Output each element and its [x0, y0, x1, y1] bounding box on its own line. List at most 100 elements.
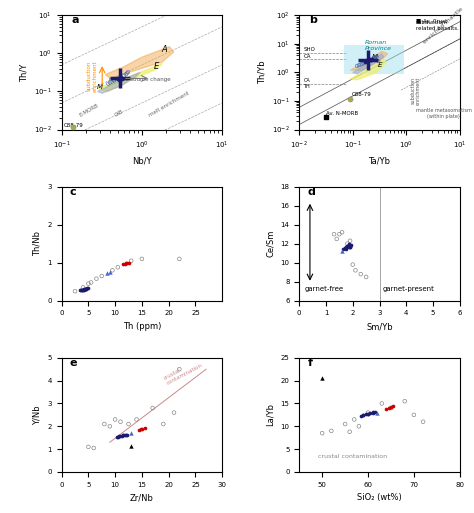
Point [125, 259, 132, 267]
Text: CA: CA [303, 54, 311, 58]
Point [360, 59, 367, 67]
Point [362, 273, 370, 281]
Text: C88-79: C88-79 [352, 91, 371, 96]
Text: garnet-free: garnet-free [305, 286, 344, 292]
Point [369, 54, 377, 63]
Point [365, 56, 373, 64]
Point [78, 286, 85, 294]
Point [84, 443, 92, 451]
Text: Av. N-MORB: Av. N-MORB [326, 111, 358, 116]
Point [117, 74, 124, 83]
Point [353, 62, 361, 70]
Y-axis label: Th/Y: Th/Y [19, 63, 28, 82]
Point [350, 416, 358, 424]
Text: c: c [70, 187, 76, 196]
Point [346, 243, 354, 251]
Text: C88-79: C88-79 [64, 123, 83, 128]
Point [369, 408, 376, 416]
Point [387, 404, 395, 412]
Point [117, 74, 124, 83]
X-axis label: SiO₂ (wt%): SiO₂ (wt%) [357, 493, 402, 502]
Point [110, 77, 118, 85]
Point [123, 69, 131, 77]
Point [357, 61, 365, 69]
Point [116, 75, 124, 83]
Text: mantle metasomatism
(within plate): mantle metasomatism (within plate) [416, 108, 472, 119]
Point [347, 241, 355, 249]
Point [349, 261, 356, 269]
Point [361, 57, 369, 66]
Y-axis label: Y/Nb: Y/Nb [33, 405, 42, 425]
Text: Roman
Province: Roman Province [365, 41, 392, 51]
Point [362, 410, 370, 419]
X-axis label: Th (ppm): Th (ppm) [123, 322, 161, 331]
Text: subduction
enrichment: subduction enrichment [410, 76, 421, 105]
Point [79, 283, 87, 291]
Point [90, 444, 98, 452]
Point [133, 416, 140, 424]
Point [341, 420, 349, 428]
Text: M: M [372, 54, 378, 60]
Point [367, 55, 375, 64]
Point [121, 431, 128, 439]
Point [98, 272, 106, 280]
Text: crustal contamination: crustal contamination [318, 455, 387, 459]
Polygon shape [350, 51, 388, 70]
Point [355, 61, 363, 69]
Point [82, 285, 90, 293]
Point [371, 408, 379, 416]
Text: ■ Av. Crust: ■ Av. Crust [416, 19, 447, 24]
Point [119, 431, 127, 440]
Point [338, 228, 346, 236]
Point [106, 78, 114, 87]
Text: subduction
enrichment: subduction enrichment [87, 60, 98, 91]
Point [319, 374, 326, 383]
Point [117, 74, 124, 83]
Point [115, 75, 123, 83]
Point [370, 54, 378, 62]
Point [364, 56, 372, 65]
Polygon shape [350, 60, 386, 80]
Point [319, 429, 326, 437]
Point [338, 247, 346, 255]
Polygon shape [98, 63, 163, 91]
Point [117, 74, 125, 83]
Point [336, 230, 343, 238]
Point [141, 424, 148, 432]
Point [114, 432, 122, 441]
Point [363, 57, 370, 65]
Point [355, 422, 363, 430]
Text: A: A [161, 45, 167, 54]
Point [385, 404, 392, 412]
Point [342, 243, 350, 251]
Point [128, 256, 135, 265]
Point [79, 286, 86, 294]
Point [136, 426, 143, 434]
Point [373, 52, 381, 61]
Point [175, 365, 183, 373]
Point [125, 420, 132, 428]
Point [339, 245, 347, 253]
Point [128, 442, 135, 450]
Point [342, 245, 350, 253]
Text: M: M [97, 84, 103, 90]
Point [117, 432, 124, 440]
Point [80, 286, 87, 294]
Point [367, 55, 375, 64]
Point [357, 412, 365, 420]
Point [71, 287, 79, 295]
Text: CA
TH: CA TH [303, 78, 310, 89]
Point [78, 286, 86, 294]
Point [118, 74, 126, 82]
Polygon shape [98, 72, 140, 93]
Text: d: d [307, 187, 315, 196]
Point [341, 244, 348, 252]
Point [123, 430, 131, 439]
Point [84, 284, 92, 292]
Point [117, 418, 124, 426]
Point [79, 286, 87, 294]
Point [322, 113, 330, 121]
Point [92, 274, 100, 283]
Point [365, 56, 373, 64]
Point [138, 255, 146, 263]
